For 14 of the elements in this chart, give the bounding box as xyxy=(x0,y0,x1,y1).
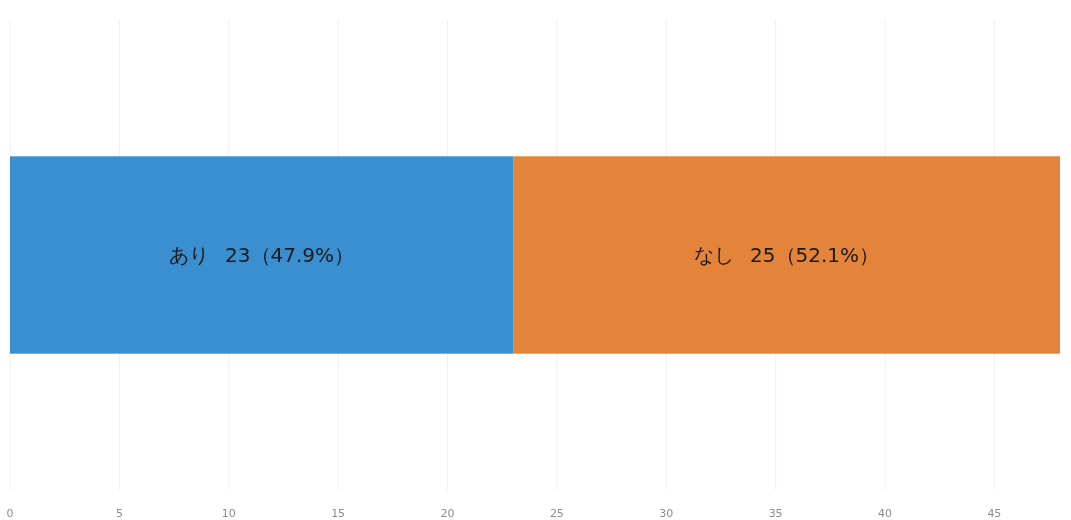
x-tick-label: 40 xyxy=(878,507,892,520)
series-label: なし xyxy=(694,243,735,267)
series-label: あり xyxy=(169,243,210,267)
data-label: 23（47.9%） xyxy=(225,243,355,267)
x-tick-label: 45 xyxy=(987,507,1002,520)
x-tick-label: 35 xyxy=(768,507,783,520)
x-tick-label: 10 xyxy=(221,507,236,520)
x-tick-label: 0 xyxy=(6,507,14,520)
x-tick-label: 30 xyxy=(659,507,674,520)
data-label: 25（52.1%） xyxy=(750,243,880,267)
x-tick-label: 25 xyxy=(549,507,564,520)
x-tick-label: 20 xyxy=(440,507,455,520)
x-tick-label: 5 xyxy=(115,507,123,520)
x-tick-label: 15 xyxy=(331,507,346,520)
